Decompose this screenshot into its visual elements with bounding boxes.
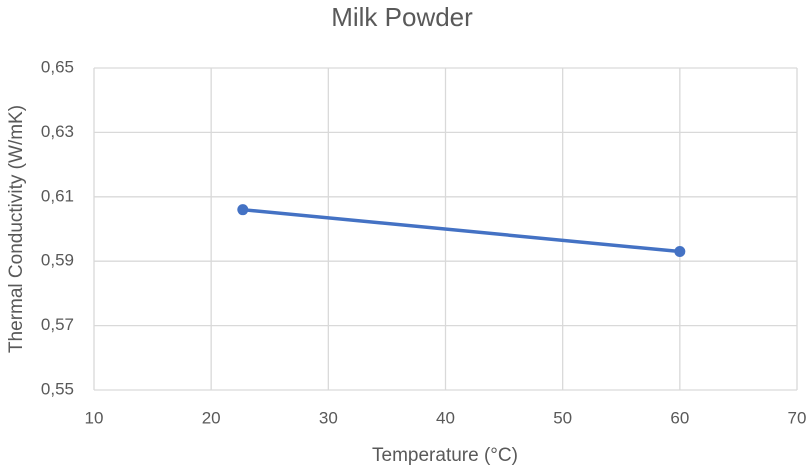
chart-title: Milk Powder: [331, 2, 473, 32]
y-axis-title: Thermal Conductivity (W/mK): [6, 105, 27, 353]
marker: [674, 246, 686, 258]
marker: [237, 204, 249, 216]
x-tick-label: 30: [319, 408, 338, 427]
x-tick-label: 50: [553, 408, 572, 427]
x-tick-label: 10: [85, 408, 104, 427]
line: [242, 207, 680, 254]
y-tick-label: 0,65: [41, 57, 74, 76]
y-tick-label: 0,55: [41, 379, 74, 398]
x-tick-label: 60: [670, 408, 689, 427]
y-tick-label: 0,59: [41, 251, 74, 270]
y-tick-label: 0,57: [41, 315, 74, 334]
y-tick-label: 0,61: [41, 186, 74, 205]
x-tick-label: 70: [788, 408, 807, 427]
x-tick-label: 40: [436, 408, 455, 427]
x-axis-title: Temperature (°C): [372, 445, 518, 466]
x-tick-label: 20: [202, 408, 221, 427]
y-tick-label: 0,63: [41, 122, 74, 141]
